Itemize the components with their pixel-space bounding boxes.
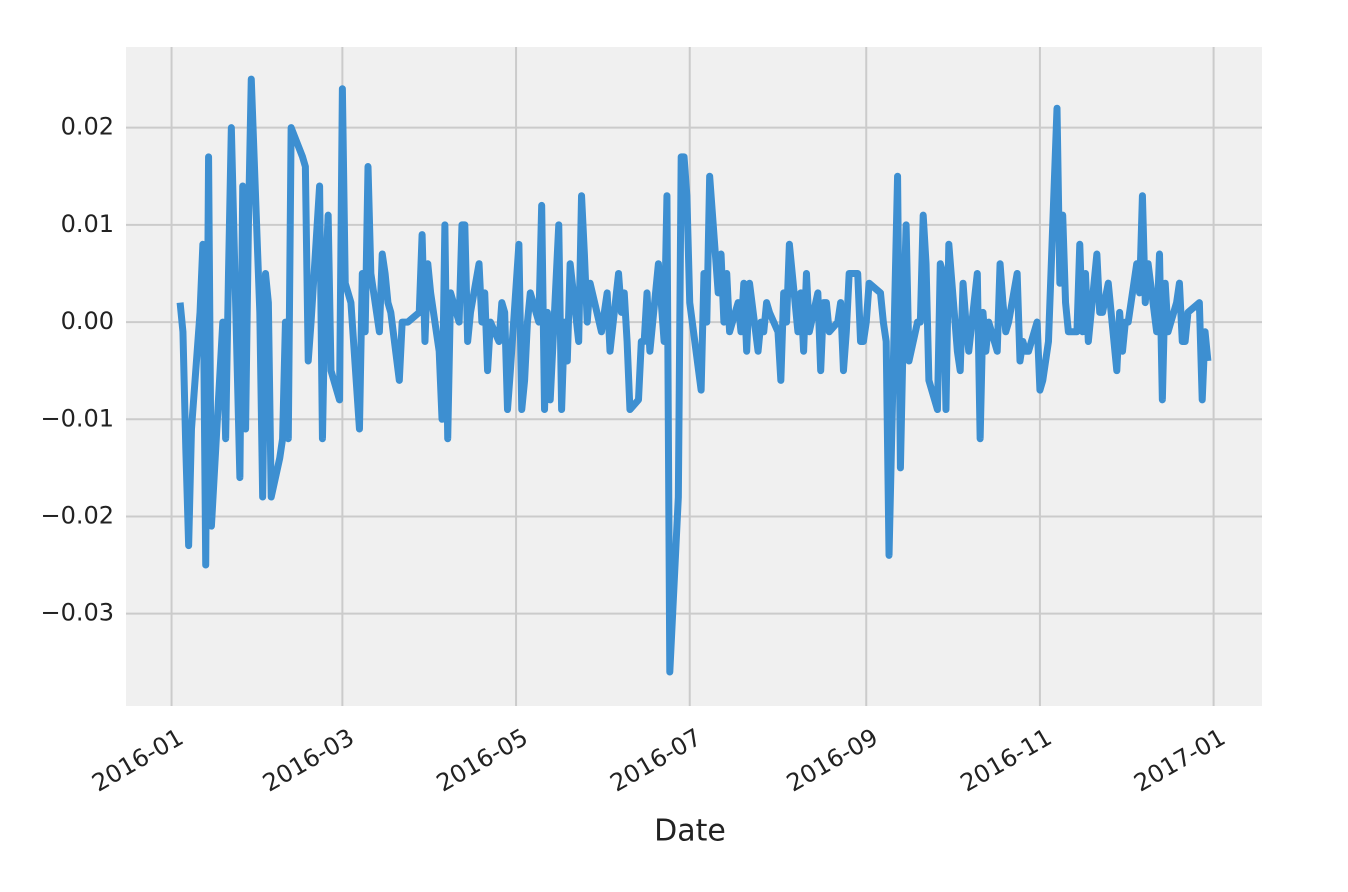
data-line — [176, 75, 1212, 676]
y-tick-label: 0.02 — [61, 113, 114, 141]
x-tick-label: 2016-03 — [258, 723, 359, 797]
x-tick-label: 2016-01 — [87, 723, 188, 797]
y-tick-label: 0.00 — [61, 307, 114, 335]
marks — [176, 75, 1212, 676]
y-tick-label: 0.01 — [61, 210, 114, 238]
y-tick-label: −0.03 — [40, 599, 114, 627]
y-tick-label: −0.02 — [40, 501, 114, 529]
x-tick-label: 2016-11 — [956, 723, 1057, 797]
plot-area — [126, 47, 1262, 706]
x-axis-label: Date — [654, 814, 726, 849]
y-tick-label: −0.01 — [40, 404, 114, 432]
x-tick-label: 2016-07 — [605, 723, 706, 797]
x-tick-label: 2016-05 — [432, 723, 533, 797]
x-tick-label: 2017-01 — [1129, 723, 1230, 797]
x-tick-label: 2016-09 — [782, 723, 883, 797]
